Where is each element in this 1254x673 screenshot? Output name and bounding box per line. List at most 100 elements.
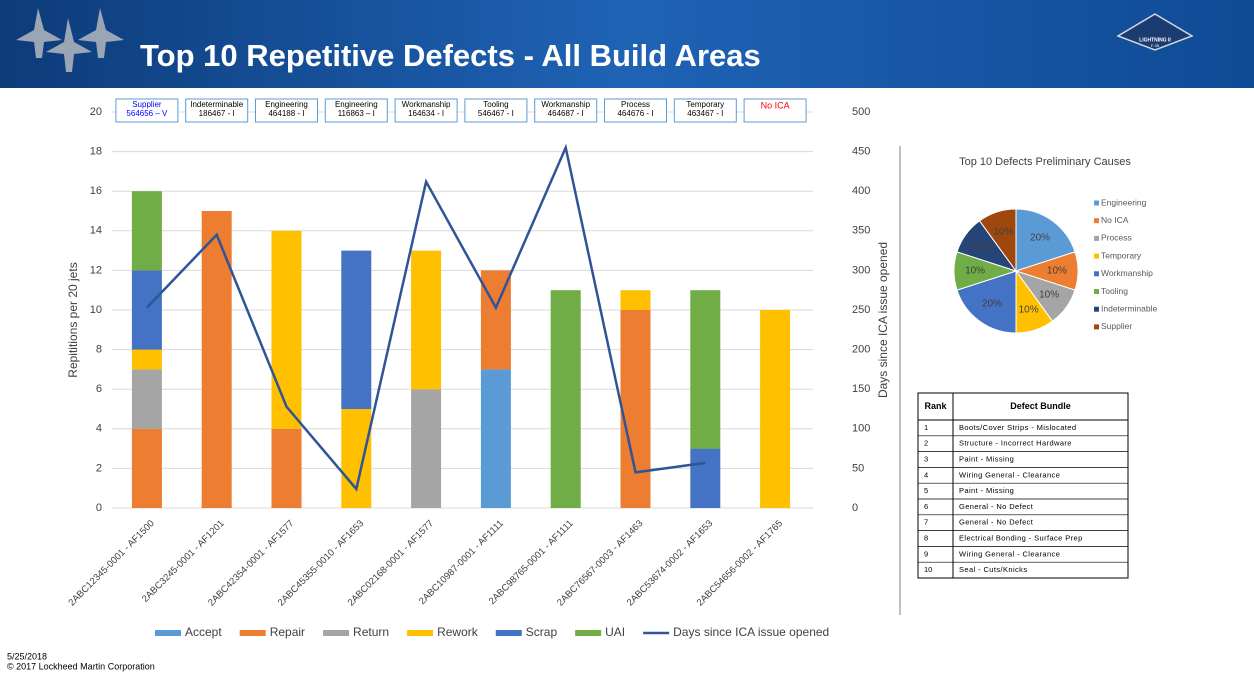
table-cell: Paint - Missing bbox=[959, 454, 1014, 463]
cause-label: Temporary bbox=[686, 100, 724, 109]
cause-label: Workmanship bbox=[402, 100, 451, 109]
pie-value-label: 10% bbox=[993, 227, 1013, 238]
cause-label: Tooling bbox=[483, 100, 508, 109]
bar-segment bbox=[690, 449, 720, 508]
cause-label: Indeterminable bbox=[190, 100, 243, 109]
y2-tick-label: 300 bbox=[852, 264, 870, 276]
legend-label: Tooling bbox=[1101, 286, 1128, 296]
pie-value-label: 20% bbox=[1030, 233, 1050, 244]
y2-tick-label: 50 bbox=[852, 462, 864, 474]
cause-label: Process bbox=[621, 100, 650, 109]
legend-label: UAI bbox=[605, 625, 625, 639]
legend-label: Rework bbox=[437, 625, 479, 639]
bar-segment bbox=[411, 389, 441, 508]
table-cell: 6 bbox=[924, 502, 928, 511]
legend-swatch bbox=[1094, 218, 1099, 223]
y-tick-label: 10 bbox=[90, 304, 102, 316]
y2-tick-label: 100 bbox=[852, 423, 870, 435]
legend-label: Indeterminable bbox=[1101, 303, 1158, 313]
bar-segment bbox=[202, 211, 232, 508]
legend-swatch bbox=[1094, 254, 1099, 259]
bar-segment bbox=[132, 191, 162, 270]
legend-label: Temporary bbox=[1101, 250, 1142, 260]
bar-segment bbox=[760, 310, 790, 508]
bar-segment bbox=[621, 290, 651, 310]
cause-label: No ICA bbox=[761, 100, 790, 110]
pie-title: Top 10 Defects Preliminary Causes bbox=[959, 156, 1131, 168]
title: Top 10 Repetitive Defects - All Build Ar… bbox=[140, 38, 761, 73]
bar-segment bbox=[690, 290, 720, 448]
cause-id: 463467 - I bbox=[687, 109, 723, 118]
pie-value-label: 10% bbox=[973, 242, 993, 253]
y-tick-label: 4 bbox=[96, 423, 102, 435]
cause-label: Engineering bbox=[335, 100, 378, 109]
cause-id: 116863 – I bbox=[338, 109, 375, 118]
legend-label: Process bbox=[1101, 233, 1132, 243]
pie-value-label: 10% bbox=[1019, 305, 1039, 316]
cause-label: Supplier bbox=[132, 100, 162, 109]
bar-segment bbox=[272, 429, 302, 508]
legend-swatch bbox=[1094, 307, 1099, 312]
bar-segment bbox=[481, 369, 511, 508]
y-axis-label: Repititions per 20 jets bbox=[66, 262, 80, 377]
table-cell: Wiring General - Clearance bbox=[959, 549, 1060, 558]
y-tick-label: 14 bbox=[90, 225, 102, 237]
bar-segment bbox=[132, 429, 162, 508]
table-cell: Seal - Cuts/Knicks bbox=[959, 565, 1027, 574]
table-cell: Paint - Missing bbox=[959, 486, 1014, 495]
legend-swatch bbox=[1094, 201, 1099, 206]
cause-label: Engineering bbox=[265, 100, 308, 109]
cause-id: 164634 - I bbox=[408, 109, 444, 118]
table-cell: Structure - Incorrect Hardware bbox=[959, 439, 1072, 448]
bar-segment bbox=[341, 251, 371, 409]
legend-swatch bbox=[1094, 271, 1099, 276]
table-cell: General - No Defect bbox=[959, 502, 1034, 511]
table-cell: Boots/Cover Strips - Mislocated bbox=[959, 423, 1076, 432]
page: Top 10 Repetitive Defects - All Build Ar… bbox=[0, 0, 1254, 673]
table-cell: 5 bbox=[924, 486, 928, 495]
y2-tick-label: 200 bbox=[852, 344, 870, 356]
bar-segment bbox=[551, 290, 581, 508]
legend-swatch bbox=[496, 630, 522, 636]
table-cell: Electrical Bonding - Surface Prep bbox=[959, 533, 1083, 542]
table-header: Rank bbox=[924, 401, 947, 411]
legend-swatch bbox=[155, 630, 181, 636]
cause-label: Workmanship bbox=[541, 100, 590, 109]
legend-label: Accept bbox=[185, 625, 222, 639]
cause-id: 564656 – V bbox=[126, 109, 168, 118]
slide: Top 10 Repetitive Defects - All Build Ar… bbox=[0, 0, 1254, 673]
table-cell: 3 bbox=[924, 454, 928, 463]
cause-id: 464188 - I bbox=[268, 109, 304, 118]
bar-segment bbox=[411, 251, 441, 390]
y2-tick-label: 450 bbox=[852, 146, 870, 158]
y2-axis-label: Days since ICA issue opened bbox=[876, 242, 890, 398]
pie-value-label: 10% bbox=[1047, 266, 1067, 277]
legend-swatch bbox=[407, 630, 433, 636]
cause-id: 546467 - I bbox=[478, 109, 514, 118]
table-header: Defect Bundle bbox=[1010, 401, 1071, 411]
bar-segment bbox=[621, 310, 651, 508]
x-tick-label: 2ABC3245-0001 - AF1201 bbox=[140, 518, 227, 605]
pie-value-label: 10% bbox=[965, 266, 985, 277]
y-tick-label: 0 bbox=[96, 502, 102, 514]
cause-id: 464676 - I bbox=[617, 109, 653, 118]
y-tick-label: 8 bbox=[96, 344, 102, 356]
legend-label: Repair bbox=[270, 625, 305, 639]
logo-text: F-35 bbox=[1151, 43, 1160, 48]
legend-label: Scrap bbox=[526, 625, 558, 639]
legend-swatch bbox=[1094, 289, 1099, 294]
bar-segment bbox=[132, 350, 162, 370]
legend-swatch bbox=[1094, 324, 1099, 329]
legend-swatch bbox=[1094, 236, 1099, 241]
table-cell: 8 bbox=[924, 533, 928, 542]
pie-value-label: 20% bbox=[982, 299, 1002, 310]
table-cell: 9 bbox=[924, 549, 928, 558]
y2-tick-label: 400 bbox=[852, 185, 870, 197]
table-cell: 10 bbox=[924, 565, 932, 574]
y-tick-label: 20 bbox=[90, 106, 102, 118]
table-cell: 4 bbox=[924, 470, 928, 479]
bar-segment bbox=[341, 409, 371, 508]
footer-date: 5/25/2018 bbox=[7, 651, 47, 661]
y-tick-label: 16 bbox=[90, 185, 102, 197]
